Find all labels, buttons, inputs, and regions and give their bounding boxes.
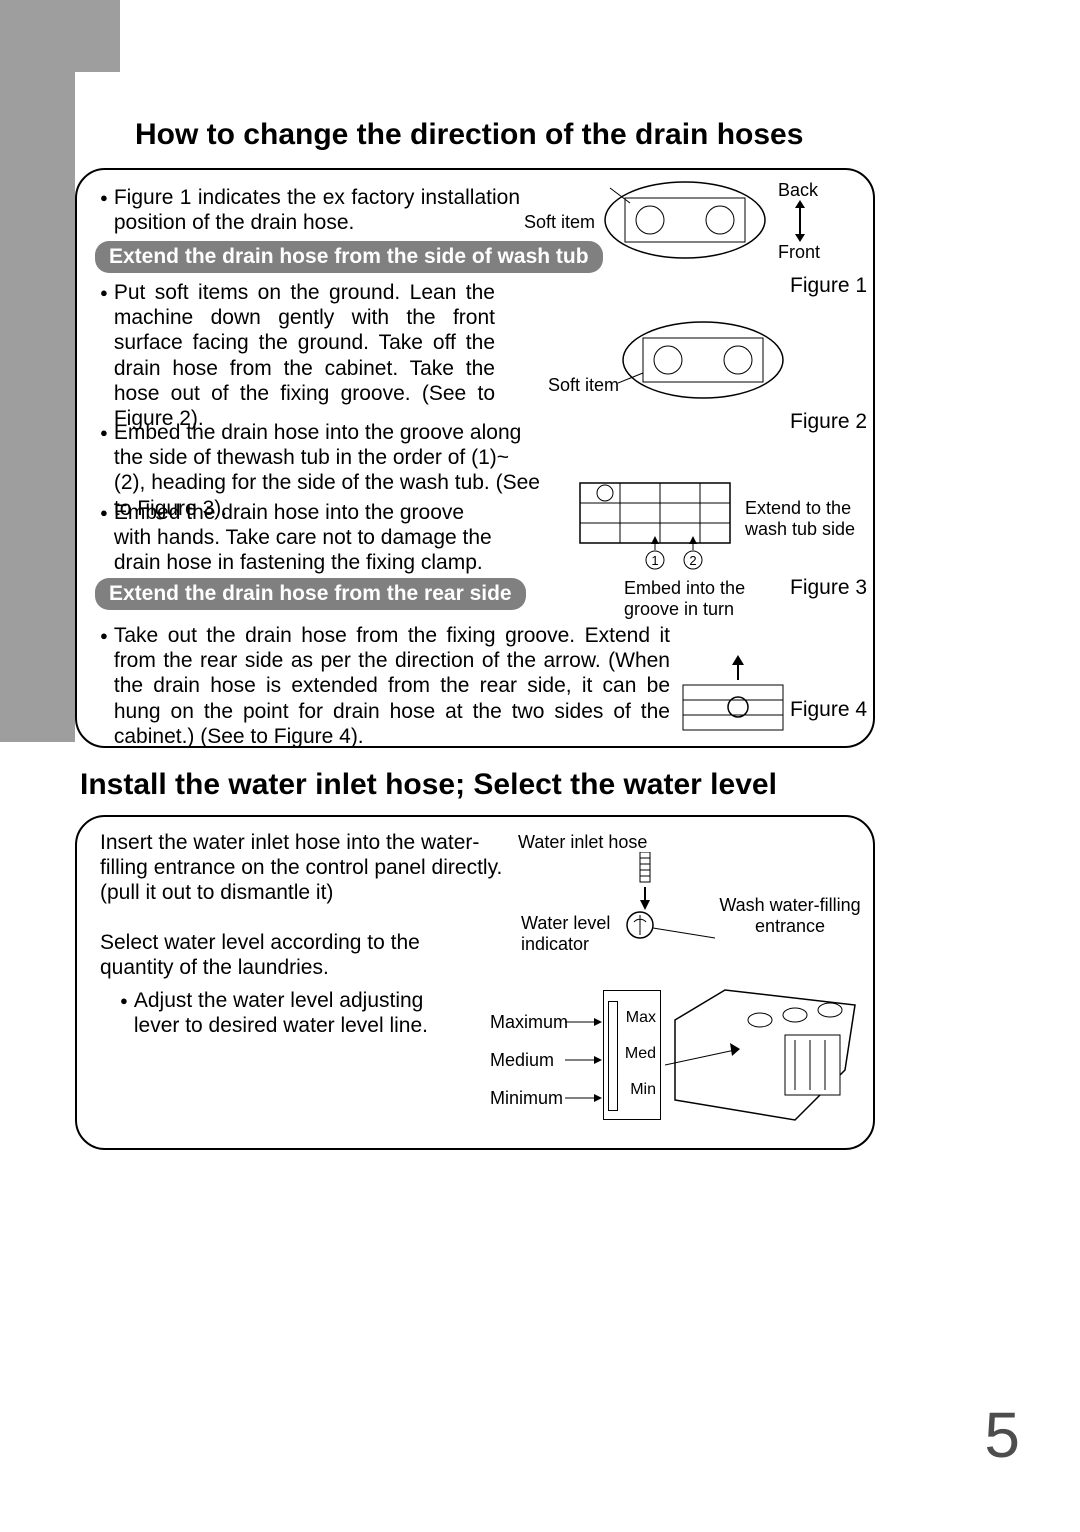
figure2-diagram [618,318,788,403]
figure1-diagram [600,178,770,263]
label-maximum: Maximum [490,1012,568,1033]
section2-para1: Insert the water inlet hose into the wat… [100,830,510,906]
section1-step1: Put soft items on the ground. Lean the m… [100,280,495,431]
section2-heading: Install the water inlet hose; Select the… [80,768,777,802]
step1-text: Put soft items on the ground. Lean the m… [114,280,495,431]
section1-step3: Embed the drain hose into the groove wit… [100,500,500,576]
label-indicator: Water level indicator [521,913,611,955]
figure4-label: Figure 4 [790,698,867,722]
bullet1-text: Adjust the water level adjusting lever t… [134,988,460,1038]
pill-rear-side: Extend the drain hose from the rear side [95,578,526,610]
label-med-short: Med [625,1045,656,1063]
section1-heading: How to change the direction of the drain… [135,118,803,152]
back-front-arrow-icon [790,200,810,242]
figure4-diagram [678,655,788,735]
label-back: Back [778,180,818,201]
washing-machine-icon [665,980,865,1140]
figure1-label: Figure 1 [790,274,867,298]
inlet-hose-icon [630,852,660,912]
figure2-label: Figure 2 [790,410,867,434]
level-slot [608,1001,618,1111]
label-front: Front [778,242,820,263]
page-number: 5 [984,1398,1020,1472]
section2-bullet1: Adjust the water level adjusting lever t… [120,988,460,1038]
svg-text:2: 2 [689,553,696,568]
svg-text:1: 1 [651,553,658,568]
figure3-label: Figure 3 [790,576,867,600]
left-gray-bar [0,72,75,742]
label-entrance: Wash water-filling entrance [715,895,865,937]
label-inlet-hose: Water inlet hose [518,832,647,853]
section2-para2: Select water level according to the quan… [100,930,440,980]
label-soft-item-1: Soft item [524,212,595,233]
label-embed-into: Embed into the groove in turn [624,578,764,620]
step4-text: Take out the drain hose from the fixing … [114,623,670,749]
section1-intro: Figure 1 indicates the ex factory instal… [100,185,520,235]
level-panel: Max Med Min [603,990,661,1120]
label-medium: Medium [490,1050,554,1071]
step3-text: Embed the drain hose into the groove wit… [114,500,500,576]
indicator-lines [610,910,730,950]
section1-step4: Take out the drain hose from the fixing … [100,623,670,749]
level-arrows-icon [560,1012,605,1112]
pill-side-wash-tub: Extend the drain hose from the side of w… [95,241,603,273]
label-max-short: Max [626,1009,656,1027]
label-soft-item-2: Soft item [548,375,619,396]
figure3-diagram: 1 2 [575,478,735,573]
label-min-short: Min [630,1081,656,1099]
top-gray-tab [0,0,120,72]
label-extend-to: Extend to the wash tub side [745,498,865,540]
label-minimum: Minimum [490,1088,563,1109]
intro-text: Figure 1 indicates the ex factory instal… [114,185,520,235]
